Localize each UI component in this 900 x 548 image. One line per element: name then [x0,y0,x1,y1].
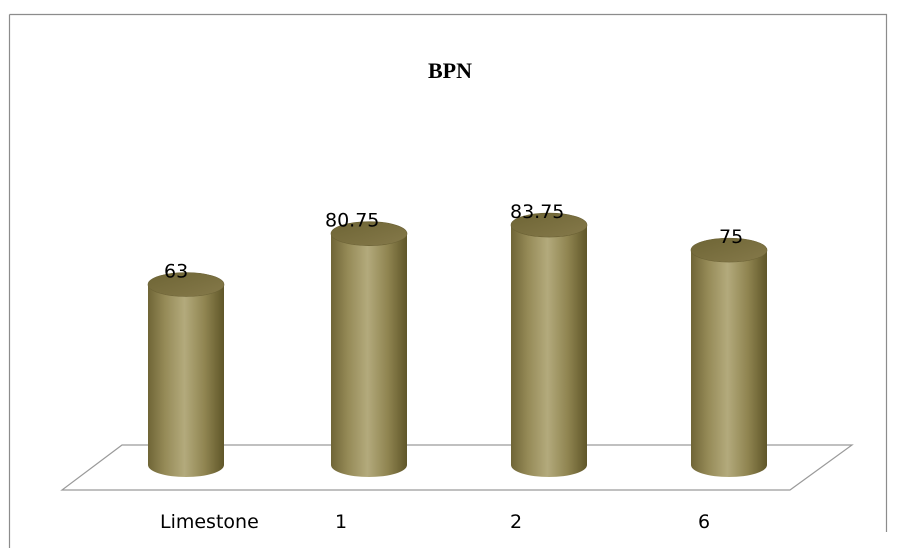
category-label-3: 6 [698,511,710,533]
value-label-1: 80.75 [325,210,379,232]
bars-group [147,212,768,477]
category-labels-group: Limestone 1 2 6 [160,511,710,533]
bar-cap-0 [147,272,225,297]
value-labels-group: 63 80.75 83.75 75 [164,201,743,282]
value-label-3: 75 [719,226,743,248]
bar-1 [330,221,408,477]
bar-cap-2 [510,212,588,238]
bar-body-2 [511,225,587,477]
bar-0 [147,272,225,477]
bar-body-0 [148,284,224,477]
value-label-2: 83.75 [510,201,564,223]
category-label-2: 2 [510,511,522,533]
chart-title: BPN [428,58,472,83]
bar-body-3 [691,250,767,477]
category-label-0: Limestone [160,511,259,533]
chart-border [9,13,888,532]
category-label-1: 1 [335,511,347,533]
bar-body-1 [331,233,407,477]
bar-3 [690,237,768,477]
bar-cap-3 [690,237,768,263]
value-label-0: 63 [164,261,188,283]
chart-floor [60,444,854,491]
bar-2 [510,212,588,477]
bar-cap-1 [330,221,408,246]
